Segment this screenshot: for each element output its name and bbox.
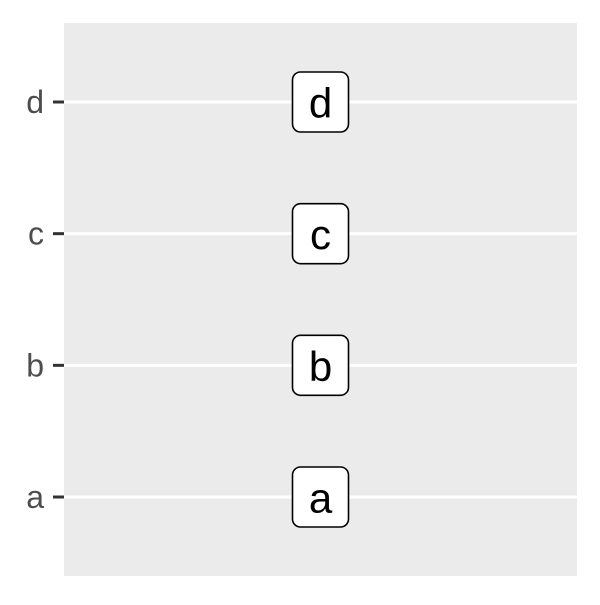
data-label-box-d — [291, 71, 350, 133]
y-tick-label-d: d — [26, 84, 44, 120]
data-label-c: c — [291, 202, 350, 265]
data-label-a: a — [291, 466, 350, 528]
data-label-box-b — [291, 334, 350, 397]
y-tick-label-a: a — [26, 479, 44, 515]
data-label-text-d: d — [309, 80, 332, 127]
data-label-box-a — [291, 466, 350, 528]
data-label-text-c: c — [310, 211, 331, 258]
data-label-d: d — [291, 71, 350, 133]
data-label-box-c — [291, 202, 350, 265]
data-label-b: b — [291, 334, 350, 397]
y-tick-label-b: b — [26, 347, 44, 383]
data-label-text-a: a — [309, 475, 333, 522]
y-axis: a b c d — [26, 84, 64, 515]
y-tick-label-c: c — [28, 216, 44, 252]
data-label-text-b: b — [309, 343, 332, 390]
data-labels: a b c d — [291, 71, 350, 528]
